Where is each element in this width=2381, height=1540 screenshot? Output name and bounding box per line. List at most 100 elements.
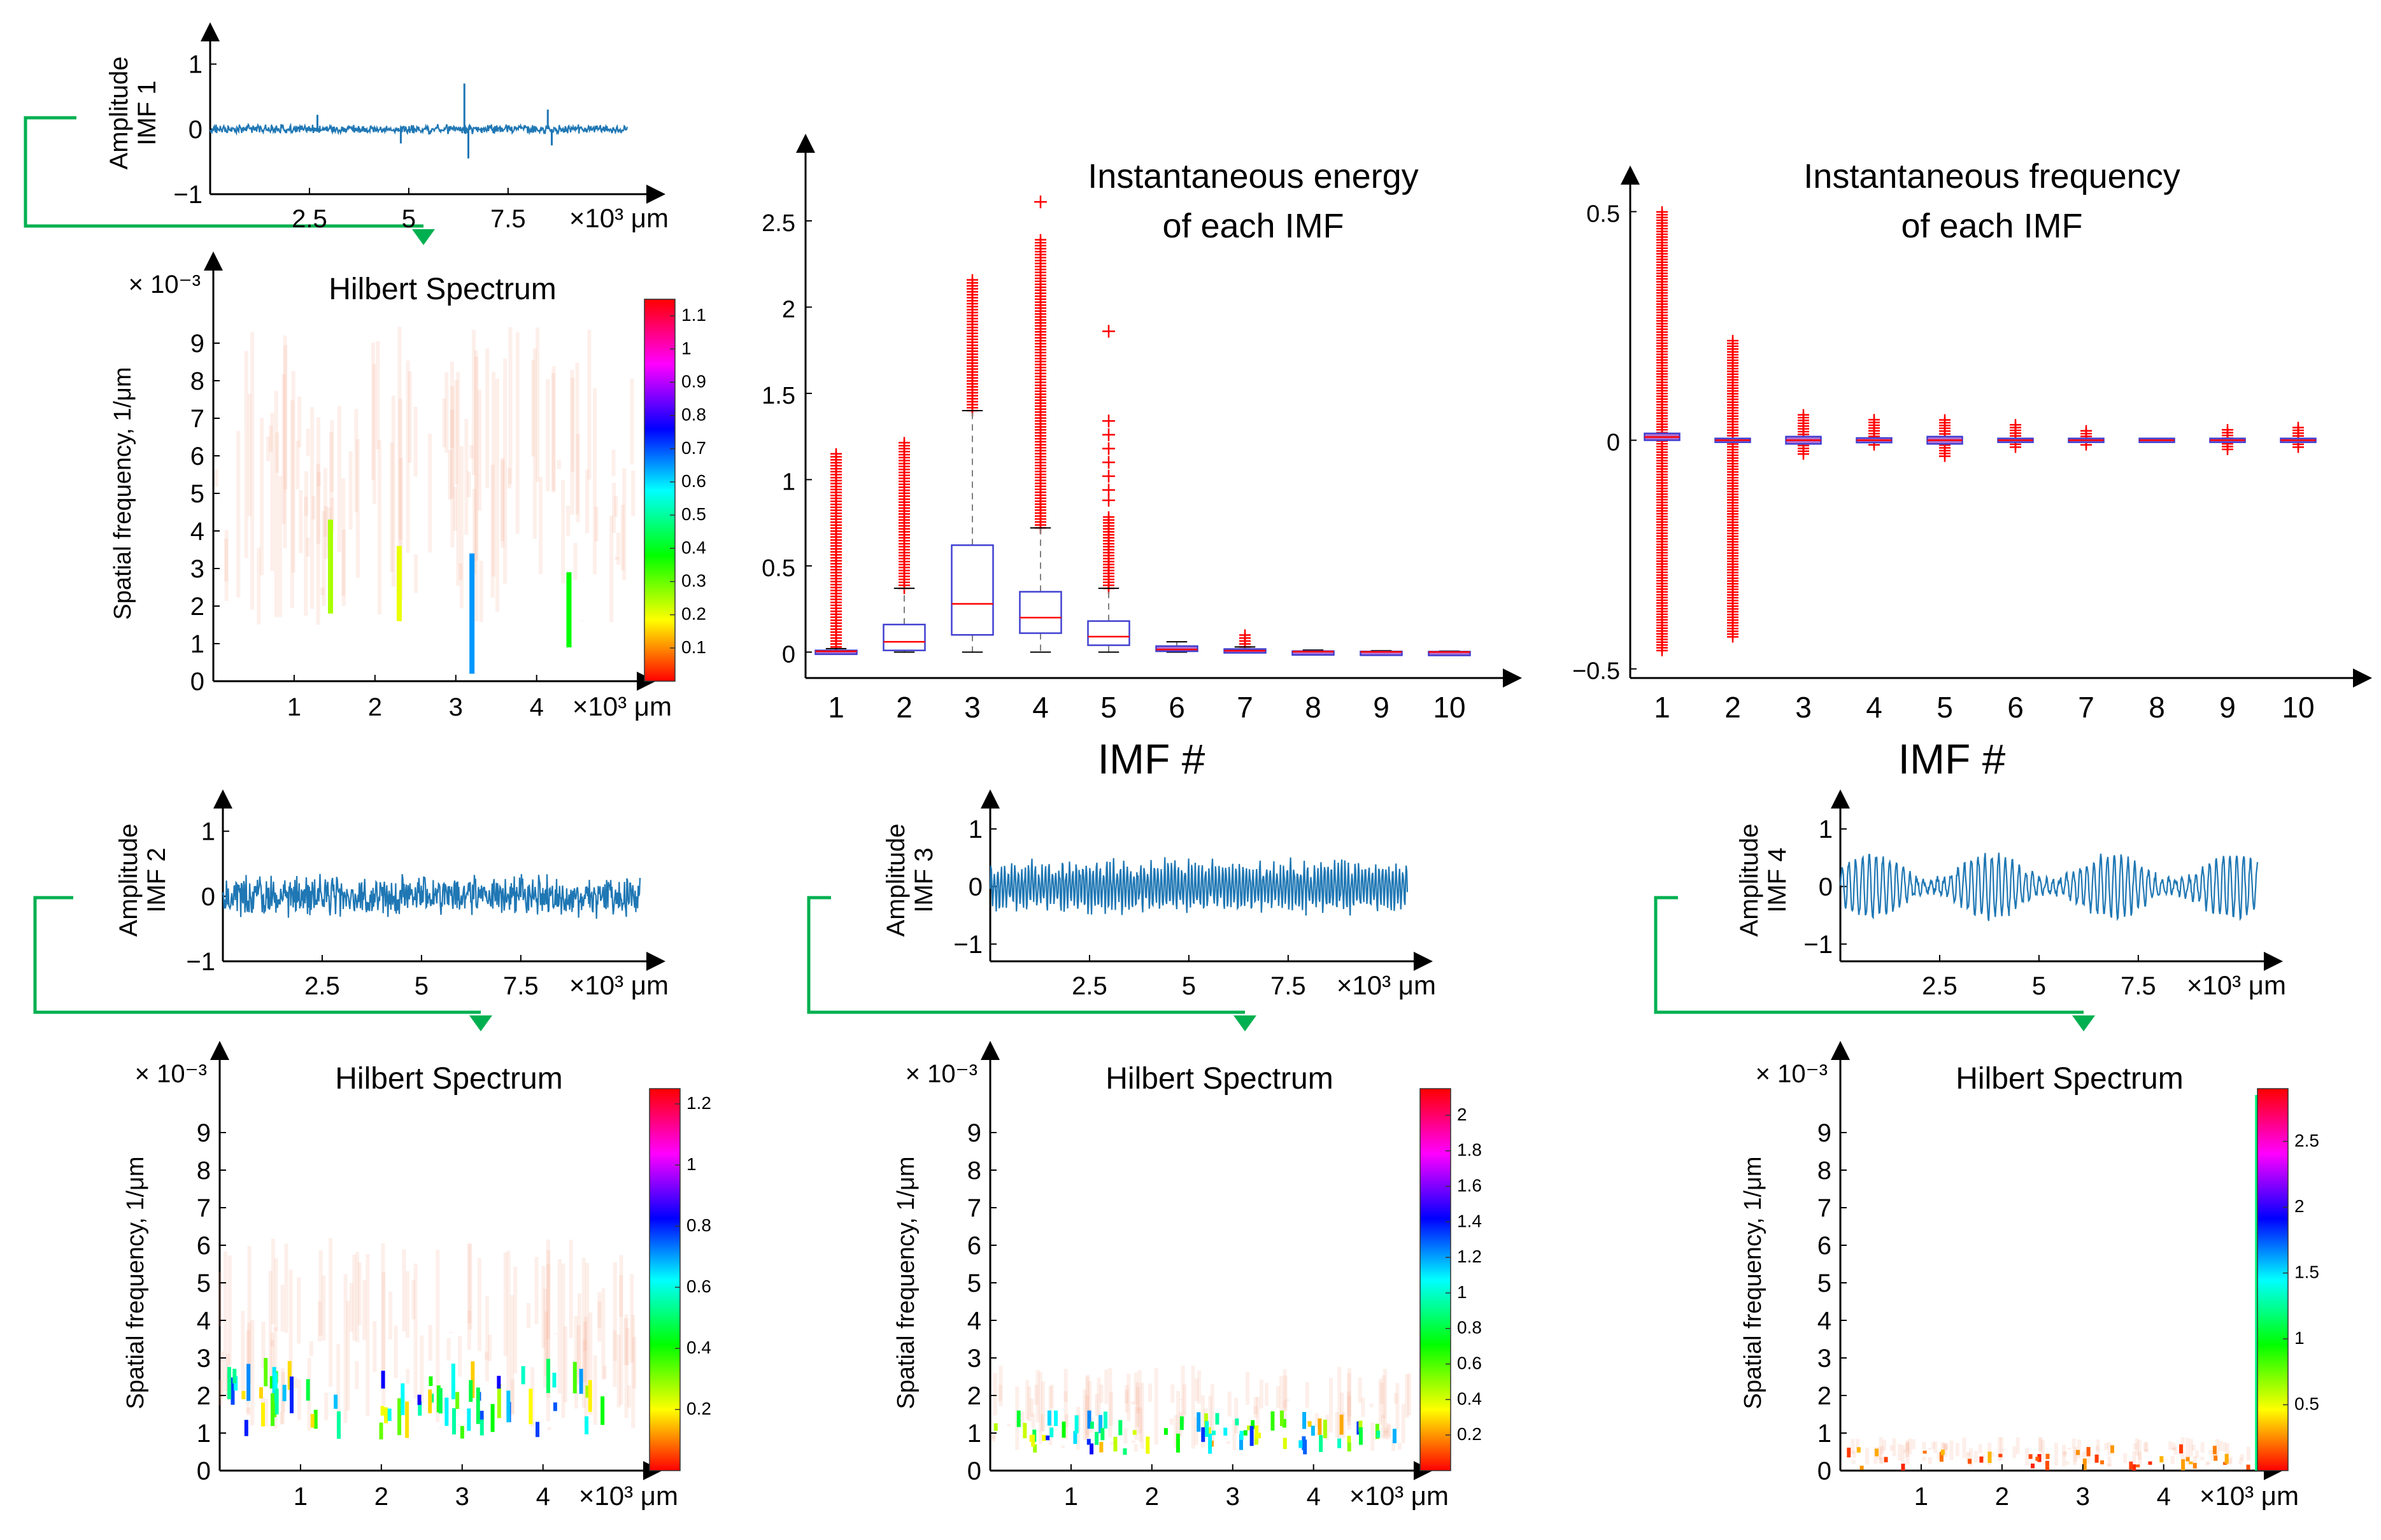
energy-x-tick-label: 4 (1032, 691, 1049, 724)
panel-hs1: 0 1 2 3 4 5 6 7 8 9 × 10⁻³ 1 2 3 4 ×10³ μm Hilbert Spect… (110, 251, 706, 721)
energy-x-tick-label: 7 (1237, 691, 1253, 724)
imf1-signal-line (209, 122, 629, 136)
energy-iqr-box (951, 544, 994, 636)
frequency-outlier (1798, 409, 1809, 421)
energy-outlier (1239, 629, 1251, 641)
hs1-colorbar-tick-label: 1.1 (681, 305, 706, 325)
hs1-colorbar-tick-label: 0.9 (681, 371, 706, 391)
hs1-y-tick-label: 7 (190, 405, 204, 433)
imf2-y-label: AmplitudeIMF 2 (115, 824, 171, 937)
hs2-y-tick-label: 8 (197, 1157, 211, 1185)
frequency-outlier (2292, 421, 2304, 434)
hs2-y-tick-label: 2 (197, 1382, 211, 1410)
frequency-outlier (2080, 425, 2092, 437)
hs3-y-tick-label: 0 (967, 1457, 981, 1485)
hs1-colorbar-tick-label: 0.2 (681, 604, 706, 624)
panel-imf4: 1 0 −1 2.5 5 7.5 ×10³ μm AmplitudeIMF 4 (1735, 789, 2286, 1000)
hs4-colorbar-tick-label: 2 (2294, 1196, 2305, 1216)
hs1-y-tick-label: 2 (190, 593, 204, 621)
hs2-x-tick-label: 3 (455, 1483, 469, 1511)
hs3-x-tick-label: 1 (1064, 1483, 1078, 1511)
hs4-colorbar-tick-label: 1.5 (2294, 1262, 2319, 1282)
panel-imf2: 1 0 −1 2.5 5 7.5 ×10³ μm AmplitudeIMF 2 (115, 789, 669, 1000)
frequency-x-tick-label: 9 (2219, 691, 2236, 724)
hs4-y-tick-label: 0 (1817, 1457, 1831, 1485)
hs4-colorbar-tick-label: 1 (2294, 1328, 2305, 1348)
hs2-y-tick-label: 3 (197, 1345, 211, 1373)
frequency-box-3 (1785, 409, 1822, 460)
energy-x-tick-label: 10 (1433, 691, 1465, 724)
hs2-colorbar (649, 1088, 681, 1471)
energy-outlier (1103, 511, 1114, 523)
hs3-colorbar-tick-label: 1.8 (1457, 1140, 1482, 1160)
energy-x-tick-label: 2 (896, 691, 913, 724)
hs1-y-tick-label: 1 (190, 630, 204, 658)
panel-hs4: 0 1 2 3 4 5 6 7 8 9 × 10⁻³ 1 2 3 4 ×10³ μm Hilbert Spect… (1740, 1041, 2319, 1511)
connector-arrows (24, 116, 2095, 1031)
imf1-x-unit: ×10³ μm (569, 203, 669, 233)
hs4-x-unit: ×10³ μm (2200, 1481, 2299, 1511)
energy-outlier (899, 437, 910, 449)
hs3-y-tick-label: 2 (967, 1382, 981, 1410)
energy-x-tick-label: 1 (828, 691, 844, 724)
imf2-y-tick-label: −1 (186, 948, 215, 976)
energy-outlier (1034, 195, 1047, 209)
hs4-y-tick-label: 4 (1817, 1307, 1831, 1335)
imf4-x-tick-label: 2.5 (1922, 972, 1958, 1000)
connector-arrow (1654, 896, 2084, 1014)
hs3-y-tick-label: 8 (967, 1157, 981, 1185)
hs4-y-tick-label: 9 (1817, 1119, 1831, 1147)
imf1-x-tick-label: 2.5 (292, 205, 327, 233)
hs2-y-label: Spatial frequency, 1/μm (122, 1156, 149, 1409)
hs3-x-tick-label: 4 (1307, 1483, 1321, 1511)
hs2-title: Hilbert Spectrum (335, 1062, 562, 1096)
hs1-colorbar-tick-label: 0.7 (681, 438, 706, 458)
energy-iqr-box (814, 649, 858, 655)
hs2-colorbar-tick-label: 0.4 (686, 1338, 711, 1357)
energy-outlier (1102, 483, 1115, 497)
imf2-x-tick-label: 5 (415, 972, 429, 1000)
hs4-y-tick-label: 5 (1817, 1269, 1831, 1297)
hs3-colorbar-tick-label: 1.2 (1457, 1247, 1482, 1266)
imf4-y-tick-label: 1 (1819, 816, 1833, 844)
hs1-x-tick-label: 3 (449, 693, 463, 721)
energy-outlier (1102, 469, 1115, 483)
imf2-signal-line (222, 873, 641, 919)
imf2-x-tick-label: 2.5 (304, 972, 340, 1000)
hs3-x-unit: ×10³ μm (1349, 1481, 1449, 1511)
energy-outlier (1102, 428, 1115, 441)
hs1-y-exponent: × 10⁻³ (129, 271, 201, 299)
energy-x-tick-label: 9 (1373, 691, 1390, 724)
energy-box-1 (814, 448, 858, 655)
frequency-x-tick-label: 7 (2078, 691, 2094, 724)
frequency-box-5 (1926, 414, 1963, 462)
hs3-y-tick-label: 5 (967, 1269, 981, 1297)
hs3-colorbar-tick-label: 1.6 (1457, 1175, 1482, 1195)
hs3-y-tick-label: 3 (967, 1345, 981, 1373)
connector-arrowhead (412, 229, 435, 245)
hs3-y-tick-label: 4 (967, 1307, 981, 1335)
hs2-x-tick-label: 4 (536, 1483, 550, 1511)
hs2-y-tick-label: 1 (197, 1420, 211, 1448)
frequency-x-tick-label: 6 (2007, 691, 2024, 724)
frequency-outlier (2222, 424, 2233, 436)
hs1-y-tick-label: 4 (190, 518, 204, 546)
hs1-y-tick-label: 3 (190, 555, 204, 583)
energy-x-tick-label: 6 (1169, 691, 1185, 724)
connector-arrow (33, 896, 481, 1014)
frequency-box-7 (2068, 425, 2105, 451)
imf1-y-tick-label: 0 (188, 116, 203, 144)
panel-imf1: 1 0 −1 2.5 5 7.5 ×10³ μm AmplitudeIMF 1 (105, 22, 669, 233)
imf3-x-tick-label: 5 (1182, 972, 1196, 1000)
panel-frequency: −0.5 0 0.5 1 2 3 4 5 6 7 8 9 10 IMF # Instantaneous fr… (1572, 157, 2372, 782)
imf3-y-tick-label: −1 (953, 931, 983, 959)
energy-y-tick-label: 1 (782, 469, 795, 495)
hs4-title: Hilbert Spectrum (1956, 1062, 2183, 1096)
energy-box-10 (1428, 650, 1471, 656)
energy-x-tick-label: 3 (964, 691, 981, 724)
frequency-box-4 (1856, 414, 1893, 451)
frequency-box-8 (2138, 437, 2175, 443)
energy-iqr-box (1019, 591, 1062, 634)
hs1-colorbar-tick-label: 1 (681, 338, 692, 358)
hs1-colorbar-tick-label: 0.5 (681, 504, 706, 524)
